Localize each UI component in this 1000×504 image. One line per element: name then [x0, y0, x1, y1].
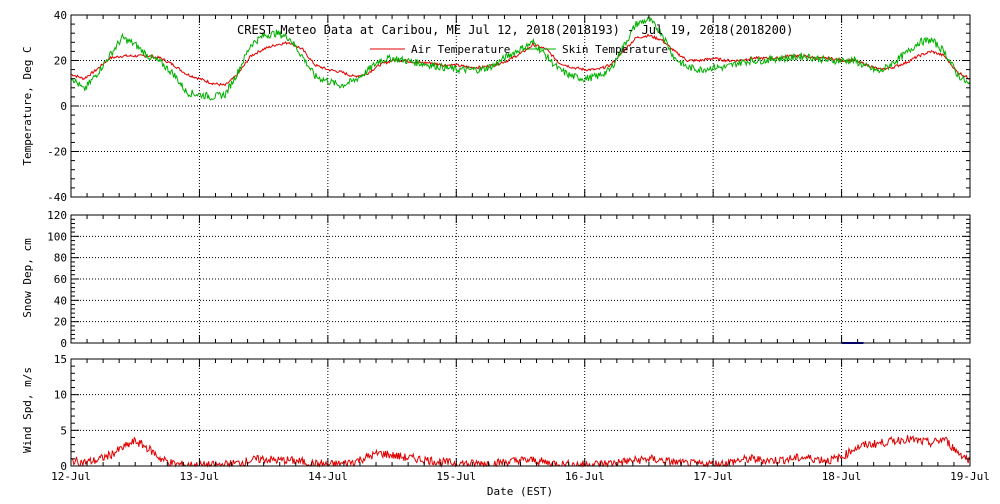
x-tick-label: 15-Jul	[436, 470, 476, 483]
x-tick-label: 14-Jul	[308, 470, 348, 483]
panel3-ylabel: Wind Spd, m/s	[21, 367, 34, 453]
x-tick-label: 18-Jul	[822, 470, 862, 483]
legend-air-label: Air Temperature	[411, 43, 510, 56]
chart-title: CREST Meteo Data at Caribou, ME Jul 12, …	[237, 23, 793, 37]
y-tick-label: 20	[54, 316, 67, 329]
y-tick-label: 100	[47, 230, 67, 243]
y-tick-label: 15	[54, 353, 67, 366]
x-tick-label: 13-Jul	[180, 470, 220, 483]
tick-marks	[70, 14, 971, 467]
y-tick-label: 0	[60, 337, 67, 350]
legend-skin-label: Skin Temperature	[562, 43, 668, 56]
y-tick-label: 0	[60, 460, 67, 473]
y-tick-label: 120	[47, 209, 67, 222]
y-tick-label: 0	[60, 100, 67, 113]
y-tick-label: 40	[54, 9, 67, 22]
panel2-ylabel: Snow Dep, cm	[21, 238, 34, 318]
series-line-p3-1	[70, 435, 971, 468]
y-tick-label: 10	[54, 389, 67, 402]
y-tick-label: 60	[54, 273, 67, 286]
y-tick-label: -40	[47, 191, 67, 204]
y-tick-label: 5	[60, 424, 67, 437]
panel1-ylabel: Temperature, Deg C	[21, 46, 34, 165]
x-tick-label: 16-Jul	[565, 470, 605, 483]
x-tick-label: 12-Jul	[51, 470, 91, 483]
y-tick-label: 20	[54, 55, 67, 68]
x-tick-label: 17-Jul	[693, 470, 733, 483]
y-tick-label: 80	[54, 252, 67, 265]
y-tick-label: 40	[54, 294, 67, 307]
legend: Air Temperature Skin Temperature	[370, 43, 668, 56]
series-line-p1-2	[70, 16, 971, 101]
x-axis-label: Date (EST)	[487, 485, 553, 498]
x-tick-label: 19-Jul	[950, 470, 990, 483]
y-tick-label: -20	[47, 146, 67, 159]
grid-lines	[71, 15, 970, 466]
